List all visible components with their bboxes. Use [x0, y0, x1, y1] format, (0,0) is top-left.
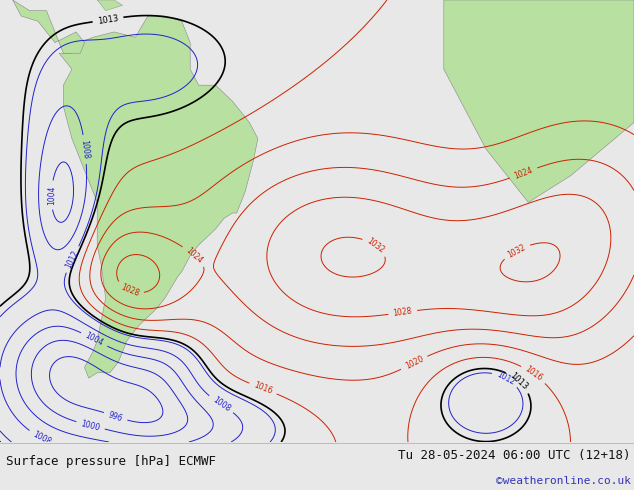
Text: 1032: 1032 [365, 236, 386, 255]
Text: 1000: 1000 [80, 419, 101, 432]
Text: 1008: 1008 [31, 430, 53, 447]
Text: Surface pressure [hPa] ECMWF: Surface pressure [hPa] ECMWF [6, 455, 216, 467]
Polygon shape [444, 0, 634, 202]
Text: ©weatheronline.co.uk: ©weatheronline.co.uk [496, 476, 631, 487]
Text: 1016: 1016 [252, 381, 274, 396]
Text: 1013: 1013 [97, 14, 119, 25]
Text: 1032: 1032 [506, 242, 527, 259]
Text: 1012: 1012 [64, 249, 81, 270]
Text: 1008: 1008 [80, 139, 91, 160]
Text: 1013: 1013 [508, 371, 529, 392]
Text: 1024: 1024 [513, 166, 534, 181]
Text: 1020: 1020 [404, 354, 425, 371]
Polygon shape [13, 0, 84, 53]
Text: 996: 996 [107, 410, 124, 423]
Text: 1028: 1028 [392, 307, 413, 318]
Text: 1004: 1004 [47, 185, 56, 205]
Text: Tu 28-05-2024 06:00 UTC (12+18): Tu 28-05-2024 06:00 UTC (12+18) [398, 449, 631, 462]
Text: 1008: 1008 [210, 395, 231, 414]
Text: 1024: 1024 [184, 246, 204, 266]
Text: 1016: 1016 [523, 365, 544, 383]
Text: 1012: 1012 [495, 369, 516, 387]
Polygon shape [97, 0, 122, 11]
Text: 1004: 1004 [84, 331, 105, 348]
Text: 1028: 1028 [119, 283, 140, 299]
Polygon shape [59, 16, 258, 378]
